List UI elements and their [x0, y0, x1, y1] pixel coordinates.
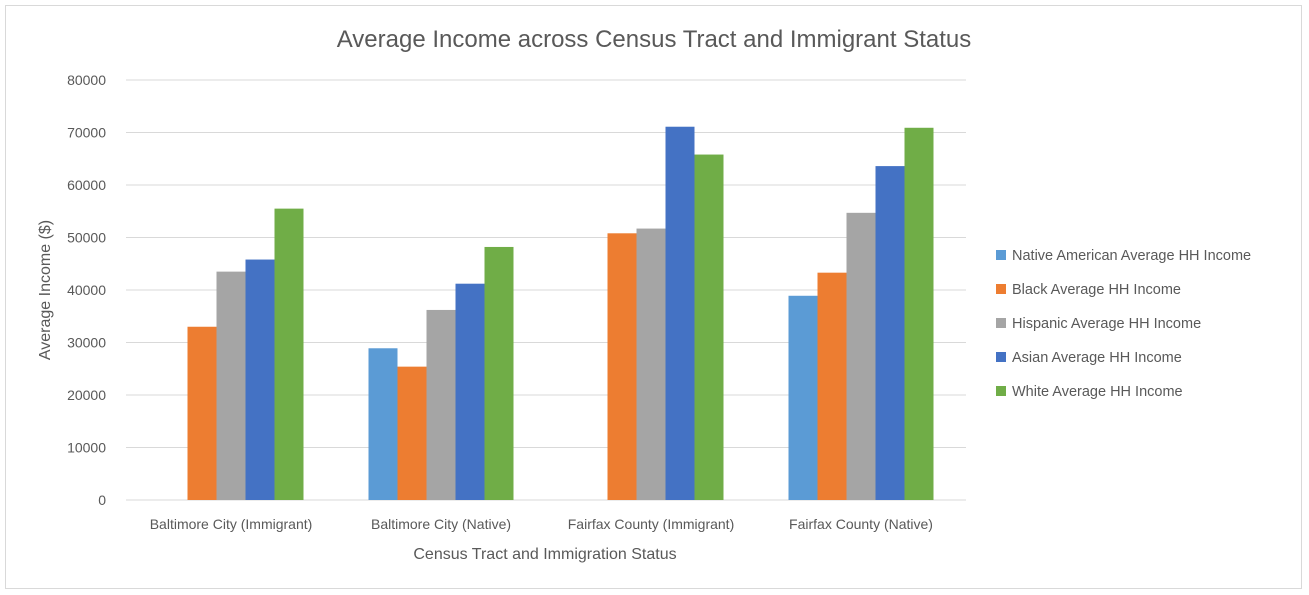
legend-item: Black Average HH Income — [996, 282, 1181, 298]
bar — [455, 283, 485, 500]
bar — [875, 166, 905, 500]
bar — [368, 348, 398, 500]
bar — [426, 309, 456, 500]
bar — [636, 228, 666, 500]
legend-item: Native American Average HH Income — [996, 248, 1251, 264]
chart-title: Average Income across Census Tract and I… — [337, 26, 972, 53]
x-tick-label: Baltimore City (Immigrant) — [150, 516, 313, 532]
legend-swatch — [996, 386, 1006, 396]
bar — [397, 366, 427, 500]
bar — [788, 295, 818, 500]
y-tick-label: 0 — [98, 492, 106, 508]
y-tick-label: 70000 — [67, 125, 106, 141]
x-axis-title: Census Tract and Immigration Status — [413, 546, 676, 563]
bar — [607, 233, 637, 501]
x-tick-label: Fairfax County (Native) — [789, 516, 933, 532]
legend-label: Asian Average HH Income — [1012, 350, 1182, 366]
legend-swatch — [996, 284, 1006, 294]
bars — [187, 126, 934, 501]
legend-label: White Average HH Income — [1012, 384, 1183, 400]
y-tick-label: 60000 — [67, 177, 106, 193]
legend-item: Hispanic Average HH Income — [996, 316, 1201, 332]
y-axis-title: Average Income ($) — [37, 220, 54, 360]
bar — [187, 326, 217, 500]
bar — [484, 246, 514, 500]
bar — [216, 271, 246, 500]
y-axis-tick-labels: 0 10000 20000 30000 40000 50000 60000 70000 8000… — [67, 72, 106, 508]
x-tick-label: Fairfax County (Immigrant) — [568, 516, 734, 532]
x-tick-label: Baltimore City (Native) — [371, 516, 511, 532]
legend-item: White Average HH Income — [996, 384, 1183, 400]
bar — [904, 127, 934, 501]
bar — [245, 259, 275, 500]
bar — [665, 126, 695, 500]
legend-label: Hispanic Average HH Income — [1012, 316, 1201, 332]
legend-swatch — [996, 250, 1006, 260]
legend-item: Asian Average HH Income — [996, 350, 1182, 366]
y-tick-label: 40000 — [67, 282, 106, 298]
y-tick-label: 30000 — [67, 335, 106, 351]
x-axis-tick-labels: Baltimore City (Immigrant) Baltimore City… — [150, 516, 933, 532]
y-tick-label: 50000 — [67, 230, 106, 246]
y-tick-label: 80000 — [67, 72, 106, 88]
legend-label: Native American Average HH Income — [1012, 248, 1251, 264]
legend: Native American Average HH Income Black A… — [996, 248, 1251, 400]
legend-label: Black Average HH Income — [1012, 282, 1181, 298]
y-tick-label: 10000 — [67, 440, 106, 456]
y-tick-label: 20000 — [67, 387, 106, 403]
bar — [846, 212, 876, 500]
bar — [694, 154, 724, 501]
legend-swatch — [996, 318, 1006, 328]
bar — [274, 208, 304, 500]
bar — [817, 272, 847, 500]
legend-swatch — [996, 352, 1006, 362]
